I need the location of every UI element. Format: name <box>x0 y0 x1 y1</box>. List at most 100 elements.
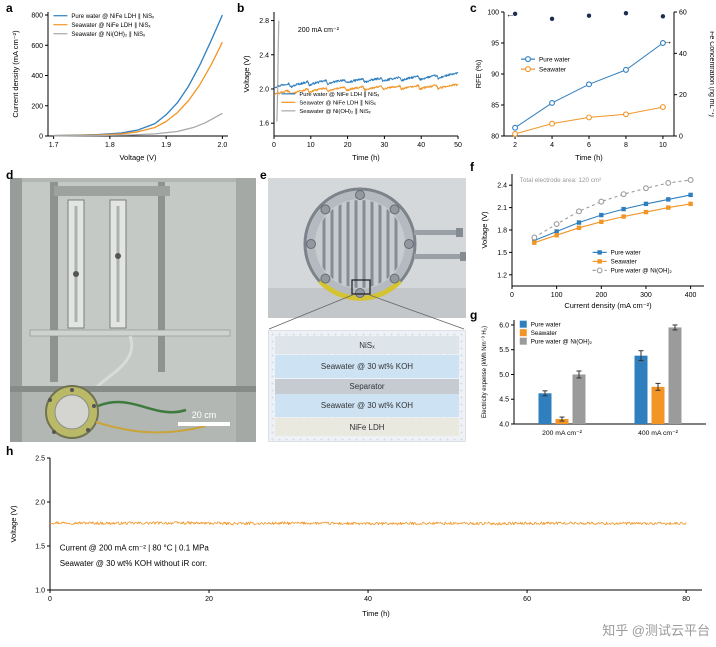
panel-label-g: g <box>470 308 478 322</box>
svg-text:5.5: 5.5 <box>499 347 509 354</box>
svg-text:Pure water @ Ni(OH)₂: Pure water @ Ni(OH)₂ <box>611 268 673 275</box>
panel-label-d: d <box>6 168 14 182</box>
svg-text:→: → <box>663 36 672 46</box>
svg-text:60: 60 <box>679 10 687 17</box>
svg-text:Seawater: Seawater <box>531 330 557 337</box>
zoom-connector-lines <box>268 294 465 330</box>
layer-nife-ldh-label: NiFe LDH <box>349 422 385 432</box>
svg-text:2.1: 2.1 <box>497 205 507 212</box>
panel-label-h: h <box>6 444 14 458</box>
svg-text:Current @ 200 mA cm⁻² | 80 °C: Current @ 200 mA cm⁻² | 80 °C | 0.1 MPa <box>60 543 210 552</box>
svg-text:1.2: 1.2 <box>497 272 507 279</box>
layer-separator: Separator <box>275 378 459 394</box>
svg-text:40: 40 <box>417 142 425 149</box>
svg-text:2.0: 2.0 <box>218 142 228 149</box>
svg-text:0: 0 <box>39 134 43 141</box>
layer-nisx: NiSₓ <box>275 336 459 354</box>
svg-text:2: 2 <box>513 142 517 149</box>
photo-electrolyzer-setup: 20 cm <box>10 178 256 442</box>
svg-text:85: 85 <box>491 103 499 110</box>
layer-seawater-top-label: Seawater @ 30 wt% KOH <box>320 361 414 371</box>
svg-text:6: 6 <box>587 142 591 149</box>
svg-text:Time (h): Time (h) <box>575 153 603 162</box>
svg-text:50: 50 <box>454 142 462 149</box>
cell-stack <box>303 187 467 301</box>
svg-text:Pure water @ NiFe LDH ∥ NiSₓ: Pure water @ NiFe LDH ∥ NiSₓ <box>71 13 154 20</box>
svg-text:1.8: 1.8 <box>105 142 115 149</box>
svg-text:2.8: 2.8 <box>259 18 269 25</box>
svg-text:40: 40 <box>679 51 687 58</box>
panel-label-c: c <box>470 1 477 15</box>
svg-text:200: 200 <box>595 292 607 299</box>
svg-text:800: 800 <box>31 13 43 20</box>
svg-text:80: 80 <box>682 596 690 603</box>
layer-separator-label: Separator <box>349 381 385 391</box>
svg-text:1.6: 1.6 <box>259 121 269 128</box>
svg-text:Current density (mA cm⁻²): Current density (mA cm⁻²) <box>564 301 652 310</box>
panel-label-b: b <box>237 1 245 15</box>
svg-text:10: 10 <box>659 142 667 149</box>
svg-text:Pure water @ Ni(OH)₂: Pure water @ Ni(OH)₂ <box>531 339 593 346</box>
svg-text:Seawater @ Ni(OH)₂ ∥ NiSₓ: Seawater @ Ni(OH)₂ ∥ NiSₓ <box>299 108 370 115</box>
zoom-box <box>351 279 371 295</box>
svg-text:1.8: 1.8 <box>497 228 507 235</box>
svg-text:1.0: 1.0 <box>35 588 45 595</box>
svg-text:1.9: 1.9 <box>161 142 171 149</box>
svg-text:2.4: 2.4 <box>259 52 269 59</box>
layer-seawater-bottom: Seawater @ 30 wt% KOH <box>275 394 459 418</box>
scale-bar-label: 20 cm <box>192 410 217 420</box>
svg-text:10: 10 <box>307 142 315 149</box>
svg-text:Voltage (V): Voltage (V) <box>480 211 489 249</box>
svg-text:600: 600 <box>31 43 43 50</box>
cell-schematic: NiSₓ Seawater @ 30 wt% KOH Separator Sea… <box>268 330 466 442</box>
electrolyzer-cell-front <box>45 385 99 439</box>
svg-text:20: 20 <box>679 92 687 99</box>
photo-electrolyzer-cell <box>268 178 467 318</box>
svg-text:Pure water @ NiFe LDH ∥ NiSₓ: Pure water @ NiFe LDH ∥ NiSₓ <box>299 91 379 98</box>
svg-text:Time (h): Time (h) <box>362 609 390 618</box>
svg-text:Electricity expense (kWh Nm⁻³: Electricity expense (kWh Nm⁻³ H₂) <box>482 326 488 418</box>
layer-nisx-label: NiSₓ <box>359 340 375 350</box>
svg-text:200 mA cm⁻²: 200 mA cm⁻² <box>298 27 340 34</box>
svg-text:Current density (mA cm⁻²): Current density (mA cm⁻²) <box>11 30 20 118</box>
svg-text:Seawater @ 30 wt% KOH without: Seawater @ 30 wt% KOH without iR corr. <box>60 559 207 568</box>
svg-text:400: 400 <box>31 73 43 80</box>
svg-text:80: 80 <box>491 134 499 141</box>
svg-text:95: 95 <box>491 41 499 48</box>
svg-text:6.0: 6.0 <box>499 322 509 329</box>
svg-text:20: 20 <box>344 142 352 149</box>
svg-text:100: 100 <box>551 292 563 299</box>
panel-label-f: f <box>470 160 474 174</box>
yellow-gasket <box>318 279 402 301</box>
svg-text:RFE (%): RFE (%) <box>474 59 483 88</box>
svg-text:1.7: 1.7 <box>49 142 59 149</box>
svg-text:5.0: 5.0 <box>499 372 509 379</box>
svg-text:2.5: 2.5 <box>35 456 45 463</box>
chart-longterm-stability: 0 20 40 60 80 1.0 1.5 2.0 2.5 Time (h) Voltage (V)… <box>6 452 712 620</box>
layer-seawater-bottom-label: Seawater @ 30 wt% KOH <box>320 401 414 411</box>
svg-text:300: 300 <box>640 292 652 299</box>
svg-text:40: 40 <box>364 596 372 603</box>
svg-text:Seawater @ NiFe LDH ∥ NiSₓ: Seawater @ NiFe LDH ∥ NiSₓ <box>299 100 376 107</box>
svg-text:Pure water: Pure water <box>539 56 571 63</box>
svg-text:30: 30 <box>381 142 389 149</box>
svg-text:1.5: 1.5 <box>35 544 45 551</box>
svg-text:Total electrode area: 120 cm²: Total electrode area: 120 cm² <box>520 177 602 184</box>
svg-text:Pure water: Pure water <box>531 322 561 329</box>
svg-text:4: 4 <box>550 142 554 149</box>
svg-text:100: 100 <box>487 10 499 17</box>
svg-text:Seawater: Seawater <box>539 66 567 73</box>
svg-text:1.5: 1.5 <box>497 250 507 257</box>
bolts <box>306 190 414 298</box>
watermark: 知乎 @测试云平台 <box>602 623 710 638</box>
svg-text:0: 0 <box>510 292 514 299</box>
svg-text:20: 20 <box>205 596 213 603</box>
svg-text:Seawater @ NiFe LDH ∥ NiSₓ: Seawater @ NiFe LDH ∥ NiSₓ <box>71 22 150 29</box>
svg-text:0: 0 <box>272 142 276 149</box>
chart-rfe-fe-concentration: 2 4 6 8 10 80 85 90 95 100 0 20 40 60 Time (h) RFE (%) F… <box>474 2 714 164</box>
svg-text:Time (h): Time (h) <box>352 153 380 162</box>
panel-label-e: e <box>260 168 267 182</box>
svg-text:400 mA cm⁻²: 400 mA cm⁻² <box>638 430 679 437</box>
svg-text:400: 400 <box>685 292 697 299</box>
